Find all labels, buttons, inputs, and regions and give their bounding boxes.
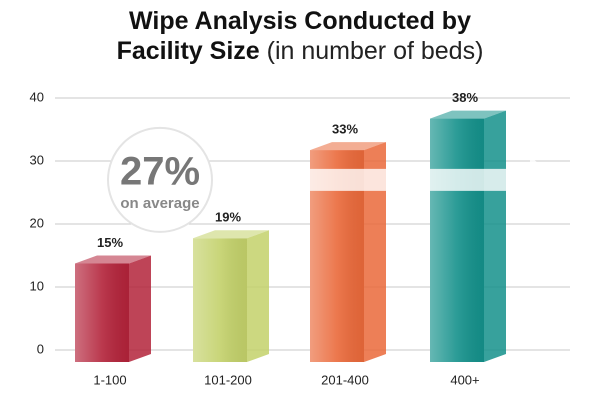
bar-top	[193, 230, 269, 239]
value-label: 33%	[332, 122, 358, 137]
chart-title: Wipe Analysis Conducted by Facility Size	[116, 7, 471, 65]
average-note: on average	[120, 195, 199, 212]
bar-shine	[430, 118, 484, 362]
bar-side	[247, 230, 269, 362]
value-label: 19%	[215, 210, 241, 225]
x-tick-label: 201-400	[321, 372, 369, 387]
average-badge	[107, 126, 213, 233]
bar-side	[484, 110, 506, 362]
y-tick-label: 30	[30, 152, 44, 167]
value-label: 15%	[97, 235, 123, 250]
y-tick-label: 20	[30, 215, 44, 230]
y-tick-label: 10	[30, 278, 44, 293]
x-tick-label: 400+	[450, 372, 479, 387]
bar-shine	[75, 263, 129, 362]
bar-side	[129, 255, 151, 362]
x-tick-label: 101-200	[204, 372, 252, 387]
x-tick-label: 1-100	[93, 372, 126, 387]
y-tick-label: 40	[30, 89, 44, 104]
value-label: 38%	[452, 90, 478, 105]
y-tick-label: 0	[37, 341, 44, 356]
bar-top	[430, 110, 506, 119]
bar-side	[364, 142, 386, 362]
bar-top	[75, 255, 151, 264]
title-block: Wipe Analysis Conducted by Facility Size…	[100, 6, 500, 66]
bar-shine	[193, 238, 247, 362]
bar-top	[310, 142, 386, 151]
chart-subtitle: (in number of beds)	[266, 37, 484, 65]
average-label: 27%	[120, 149, 200, 193]
